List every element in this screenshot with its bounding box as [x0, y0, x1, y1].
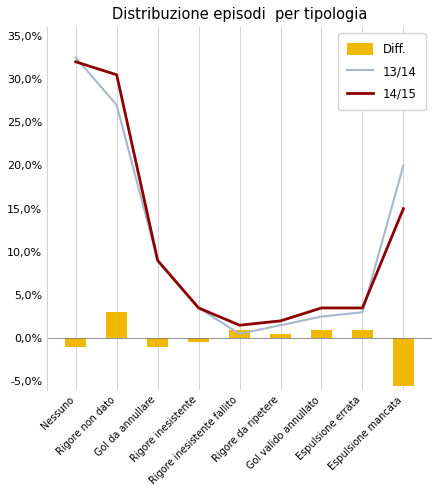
Bar — [351, 329, 372, 338]
Bar — [270, 334, 290, 338]
Bar — [229, 329, 249, 338]
Bar — [392, 338, 413, 386]
Bar — [106, 312, 127, 338]
Title: Distribuzione episodi  per tipologia: Distribuzione episodi per tipologia — [112, 7, 367, 22]
Legend: Diff., 13/14, 14/15: Diff., 13/14, 14/15 — [337, 33, 425, 110]
Bar — [147, 338, 167, 347]
Bar — [311, 329, 331, 338]
Bar — [188, 338, 208, 343]
Bar — [65, 338, 86, 347]
